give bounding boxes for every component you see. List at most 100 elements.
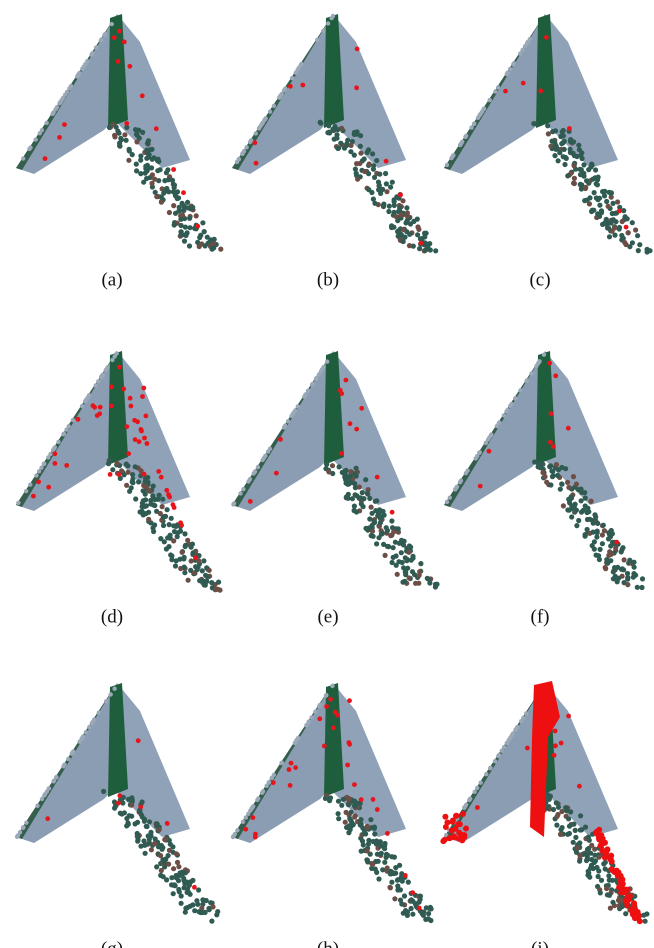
debris-point	[376, 876, 381, 881]
debris-point	[187, 883, 192, 888]
debris-point	[633, 227, 638, 232]
debris-point	[134, 139, 139, 144]
edge-point	[476, 116, 480, 120]
outlier-point	[172, 505, 177, 510]
outlier-point	[629, 907, 635, 913]
debris-point	[358, 822, 363, 827]
debris-point	[391, 555, 396, 560]
debris-point	[635, 585, 640, 590]
outlier-point	[109, 404, 114, 409]
debris-point	[138, 153, 143, 158]
debris-point	[602, 193, 607, 198]
edge-point	[112, 687, 116, 691]
debris-point	[180, 550, 185, 555]
debris-point	[166, 862, 171, 867]
debris-point	[630, 240, 635, 245]
edge-point	[526, 40, 530, 44]
debris-point	[130, 152, 135, 157]
debris-point	[194, 213, 199, 218]
debris-point	[620, 219, 625, 224]
edge-point	[241, 487, 245, 491]
outlier-point	[457, 821, 463, 827]
debris-point	[578, 172, 583, 177]
debris-point	[352, 508, 357, 513]
edge-point	[502, 413, 506, 417]
outlier-point	[108, 472, 113, 477]
outlier-point	[293, 765, 298, 770]
debris-point	[172, 222, 177, 227]
debris-point	[568, 147, 573, 152]
edge-point	[66, 757, 70, 761]
debris-point	[350, 496, 355, 501]
outlier-point	[64, 463, 69, 468]
outlier-point	[375, 475, 380, 480]
edge-point	[537, 360, 541, 364]
debris-point	[365, 491, 370, 496]
outlier-point	[355, 47, 360, 52]
debris-point	[129, 803, 134, 808]
edge-point	[110, 358, 114, 362]
debris-point	[383, 553, 388, 558]
debris-point	[190, 542, 195, 547]
debris-point	[376, 187, 381, 192]
point-cloud	[444, 351, 645, 590]
edge-point	[283, 424, 287, 428]
debris-point	[355, 801, 360, 806]
debris-point	[179, 232, 184, 237]
outlier-point	[460, 811, 466, 817]
debris-point	[427, 241, 432, 246]
debris-point	[125, 463, 130, 468]
edge-point	[464, 134, 468, 138]
debris-point	[171, 538, 176, 543]
debris-point	[558, 487, 563, 492]
debris-point	[360, 839, 365, 844]
debris-point	[142, 819, 147, 824]
debris-point	[172, 882, 177, 887]
edge-point	[318, 703, 322, 707]
edge-point	[448, 496, 452, 500]
debris-point	[164, 170, 169, 175]
edge-point	[256, 465, 260, 469]
edge-point	[319, 369, 323, 373]
debris-point	[630, 220, 635, 225]
debris-point	[574, 508, 579, 513]
debris-point	[133, 496, 138, 501]
edge-point	[16, 501, 20, 505]
edge-point	[511, 731, 515, 735]
debris-point	[548, 482, 553, 487]
outlier-point	[328, 697, 333, 702]
debris-point	[205, 235, 210, 240]
edge-point	[294, 739, 298, 743]
debris-point	[374, 498, 379, 503]
debris-point	[598, 547, 603, 552]
edge-point	[493, 89, 497, 93]
debris-point	[366, 838, 371, 843]
outlier-point	[594, 829, 600, 835]
edge-point	[241, 820, 245, 824]
debris-point	[117, 143, 122, 148]
debris-point	[640, 576, 645, 581]
debris-point	[335, 127, 340, 132]
debris-point	[567, 824, 572, 829]
debris-point	[410, 556, 415, 561]
debris-point	[118, 136, 123, 141]
debris-point	[569, 514, 574, 519]
debris-point	[392, 199, 397, 204]
edge-point	[35, 804, 39, 808]
panel-caption: (c)	[529, 269, 550, 290]
edge-point	[241, 151, 245, 155]
outlier-point	[181, 190, 186, 195]
debris-point	[144, 176, 149, 181]
debris-point	[158, 853, 163, 858]
debris-point	[142, 843, 147, 848]
debris-point	[368, 817, 373, 822]
edge-point	[84, 730, 88, 734]
debris-point	[166, 544, 171, 549]
debris-point	[563, 466, 568, 471]
debris-point	[181, 876, 186, 881]
edge-point	[296, 67, 300, 71]
outlier-point	[521, 81, 526, 86]
debris-point	[167, 522, 172, 527]
point-cloud	[232, 14, 438, 254]
debris-point	[323, 796, 328, 801]
